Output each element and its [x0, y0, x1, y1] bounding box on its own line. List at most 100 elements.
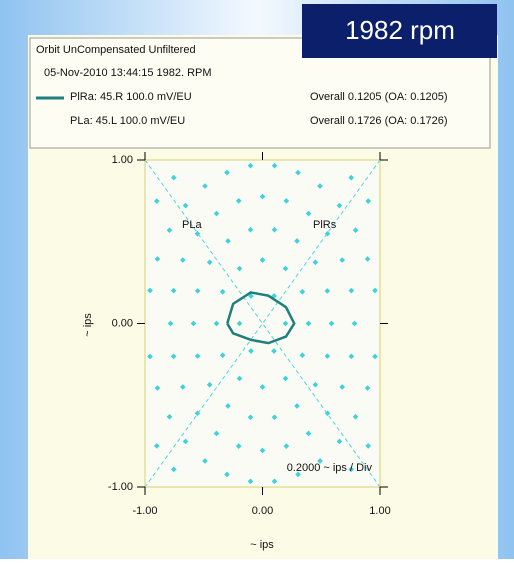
probe-dot: [283, 198, 290, 204]
probe-dot: [194, 288, 201, 294]
probe-dot: [166, 413, 173, 420]
probe-dot: [153, 198, 160, 204]
probe-dot: [202, 458, 208, 464]
probe-dot: [372, 287, 378, 294]
header-cell: PLa: 45.L 100.0 mV/EU: [70, 115, 185, 127]
probe-dot: [282, 265, 289, 272]
probe-dot: [324, 410, 331, 417]
probe-dot: [324, 230, 331, 237]
probe-dot: [259, 384, 266, 390]
probe-dot: [348, 174, 355, 181]
probe-dot: [154, 385, 161, 391]
probe-dot: [147, 353, 153, 360]
probe-dot: [147, 287, 153, 294]
probe-dot: [312, 259, 319, 266]
probe-dot: [271, 226, 278, 233]
probe-dot: [294, 403, 300, 409]
probe-dot: [299, 288, 306, 295]
probe-label: PlRs: [313, 219, 337, 231]
header-line: Orbit UnCompensated Unfiltered: [36, 44, 196, 56]
probe-dot: [271, 162, 278, 169]
probe-dot: [317, 183, 323, 189]
probe-dot: [154, 256, 161, 262]
probe-dot: [348, 466, 355, 473]
probe-dot: [194, 230, 201, 237]
probe-dot: [259, 257, 266, 263]
probe-dot: [364, 256, 371, 262]
probe-dot: [339, 257, 346, 263]
probe-dot: [259, 193, 266, 200]
probe-grid: [144, 159, 381, 488]
badge: [302, 4, 497, 58]
probe-dot: [324, 353, 331, 359]
probe-dot: [170, 287, 177, 294]
probe-label: PLa: [182, 219, 202, 231]
probe-dot: [348, 353, 355, 360]
probe-dot: [259, 447, 266, 454]
x-axis-label: ~ ips: [250, 539, 274, 551]
probe-dot: [372, 353, 378, 360]
probe-dot: [170, 353, 177, 360]
x-tick-label: 1.00: [369, 505, 390, 517]
probe-dot: [305, 430, 312, 437]
probe-dot: [365, 198, 372, 204]
probe-dot: [236, 320, 243, 327]
probe-dot: [271, 478, 278, 485]
y-tick-label: 0.00: [112, 317, 133, 329]
probe-dot: [247, 414, 254, 421]
probe-dot: [352, 227, 359, 234]
probe-dot: [352, 413, 359, 420]
y-tick-label: 1.00: [112, 154, 133, 166]
y-axis-label: ~ ips: [82, 313, 94, 337]
probe-dot: [213, 210, 220, 217]
probe-dot: [248, 348, 254, 354]
probe-dot: [224, 471, 230, 478]
probe-dot: [364, 385, 371, 391]
probe-dot: [170, 466, 177, 473]
probe-dot: [365, 443, 372, 449]
header-cell: Overall 0.1205 (OA: 0.1205): [310, 91, 448, 103]
probe-dot: [219, 288, 226, 295]
probe-dot: [283, 443, 290, 449]
probe-dot: [182, 202, 189, 209]
probe-dot: [328, 320, 335, 327]
probe-dot: [219, 352, 226, 359]
probe-dot: [247, 226, 254, 233]
probe-dot: [213, 430, 220, 437]
x-tick-label: -1.00: [132, 505, 157, 517]
probe-dot: [179, 257, 186, 263]
badge-text: 1982 rpm: [345, 15, 455, 45]
probe-dot: [194, 410, 201, 417]
probe-dot: [194, 353, 201, 359]
probe-dot: [213, 320, 220, 327]
probe-dot: [282, 320, 289, 327]
probe-dot: [236, 265, 243, 272]
probe-dot: [295, 169, 301, 176]
probe-dot: [170, 174, 177, 181]
probe-dot: [312, 381, 319, 388]
header-cell: Overall 0.1726 (OA: 0.1726): [310, 115, 448, 127]
probe-dot: [235, 443, 242, 449]
probe-dot: [339, 384, 346, 390]
probe-dot: [348, 287, 355, 294]
probe-dot: [224, 169, 230, 176]
probe-dot: [271, 414, 278, 421]
probe-dot: [167, 320, 174, 327]
header-line: 05-Nov-2010 13:44:15 1982. RPM: [44, 67, 212, 79]
probe-dot: [190, 320, 197, 327]
probe-dot: [236, 375, 243, 382]
legend-label: PlRa: 45.R 100.0 mV/EU: [70, 91, 192, 103]
probe-dot: [153, 443, 160, 449]
probe-dot: [336, 438, 343, 445]
probe-dot: [295, 471, 301, 478]
probe-dot: [324, 288, 331, 294]
annotation: 0.2000 ~ ips / Div: [287, 462, 373, 474]
probe-dot: [182, 438, 189, 445]
x-tick-label: 0.00: [252, 505, 273, 517]
probe-dot: [202, 183, 208, 189]
y-tick-label: -1.00: [108, 481, 133, 493]
probe-dot: [299, 352, 306, 359]
orbit-trace: [226, 291, 296, 345]
probe-dot: [317, 458, 323, 464]
